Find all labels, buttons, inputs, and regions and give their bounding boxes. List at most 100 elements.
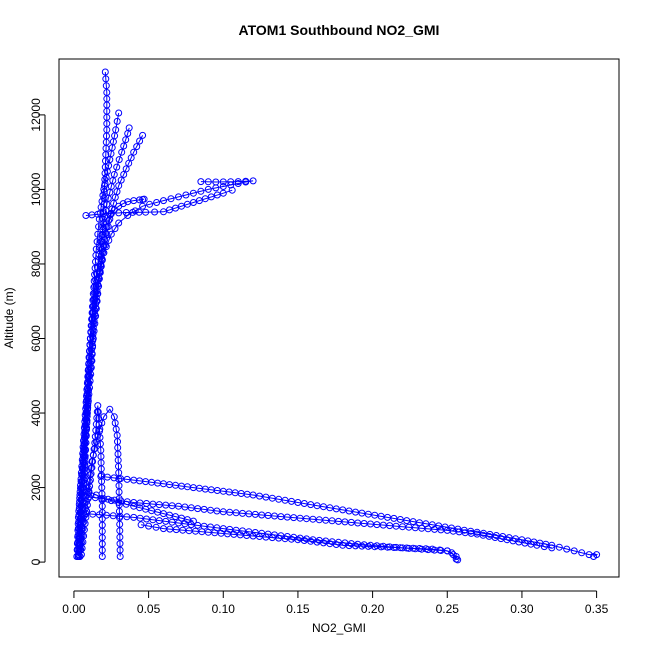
data-point (364, 510, 372, 518)
data-point (125, 159, 133, 167)
data-point (339, 506, 347, 514)
x-tick-label: 0.05 (137, 602, 161, 616)
data-point (428, 545, 436, 553)
data-point (371, 511, 379, 519)
data-point (91, 310, 99, 318)
data-point (115, 109, 123, 117)
data-point (219, 189, 227, 197)
data-point (98, 256, 106, 264)
profile-9 (77, 402, 106, 560)
data-point (76, 491, 84, 499)
data-point (104, 223, 112, 231)
data-point (189, 189, 197, 197)
data-point (448, 549, 456, 557)
data-point (103, 89, 111, 96)
data-point (122, 136, 130, 144)
data-point (219, 178, 227, 186)
x-axis: 0.00 0.05 0.10 0.15 0.20 0.25 0.30 0.35 (62, 590, 609, 616)
data-point (139, 131, 147, 139)
data-point (81, 431, 89, 439)
data-point (133, 143, 141, 151)
data-point (268, 494, 276, 502)
data-point (384, 513, 391, 521)
data-point (94, 230, 102, 238)
data-point (76, 498, 84, 506)
data-point (122, 209, 130, 216)
data-point (110, 171, 118, 178)
data-point (116, 527, 124, 535)
data-point (84, 397, 92, 405)
data-point (90, 317, 98, 325)
data-point (102, 75, 110, 83)
data-point (96, 511, 103, 519)
data-point (197, 178, 205, 186)
data-point (91, 295, 99, 303)
data-point (332, 505, 340, 513)
data-point (107, 497, 115, 505)
data-point (212, 178, 220, 186)
data-point (548, 544, 556, 552)
data-point (100, 249, 108, 257)
data-point (117, 176, 125, 184)
data-point (115, 499, 123, 506)
data-point (125, 124, 133, 132)
data-point (189, 517, 197, 525)
data-point (77, 478, 85, 486)
data-point (92, 297, 100, 305)
data-point (122, 165, 130, 173)
data-point (111, 225, 119, 233)
data-point (92, 282, 100, 290)
data-point (78, 464, 86, 472)
data-point (86, 384, 93, 392)
data-point (116, 553, 124, 560)
data-series (73, 68, 601, 564)
data-point (204, 185, 212, 193)
profile-14 (85, 487, 197, 525)
data-point (275, 495, 283, 503)
data-point (89, 323, 97, 331)
data-point (115, 488, 123, 496)
data-point (107, 230, 115, 238)
data-point (115, 182, 123, 190)
data-point (127, 154, 135, 162)
data-point (87, 364, 95, 372)
data-point (443, 547, 451, 555)
data-point (92, 289, 100, 297)
data-point (85, 487, 93, 495)
profile-line (76, 198, 145, 557)
data-point (242, 177, 250, 185)
data-point (139, 202, 147, 210)
data-point (86, 377, 94, 385)
x-tick-label: 0.30 (510, 602, 534, 616)
y-tick-label: 0 (29, 558, 43, 565)
data-point (123, 513, 131, 521)
data-point (145, 522, 153, 530)
data-point (452, 555, 460, 563)
data-point (140, 195, 148, 203)
profile-line (88, 490, 194, 522)
data-point (130, 148, 138, 156)
data-point (118, 148, 126, 156)
data-point (313, 502, 321, 510)
data-point (352, 508, 359, 516)
data-point (74, 539, 82, 546)
data-point (92, 491, 100, 499)
data-point (103, 473, 111, 481)
data-point (590, 553, 598, 560)
data-point (101, 68, 109, 76)
data-point (116, 540, 124, 548)
profile-7 (73, 195, 148, 560)
profile-13 (137, 521, 460, 563)
data-point (112, 126, 120, 134)
data-point (172, 204, 179, 212)
data-point (80, 451, 87, 459)
data-point (79, 458, 87, 465)
data-point (83, 411, 91, 418)
data-point (89, 337, 97, 345)
data-point (87, 370, 95, 378)
data-point (227, 178, 235, 186)
data-point (151, 208, 159, 216)
data-point (300, 500, 308, 507)
y-tick-label: 10000 (29, 172, 43, 206)
data-point (84, 484, 92, 492)
